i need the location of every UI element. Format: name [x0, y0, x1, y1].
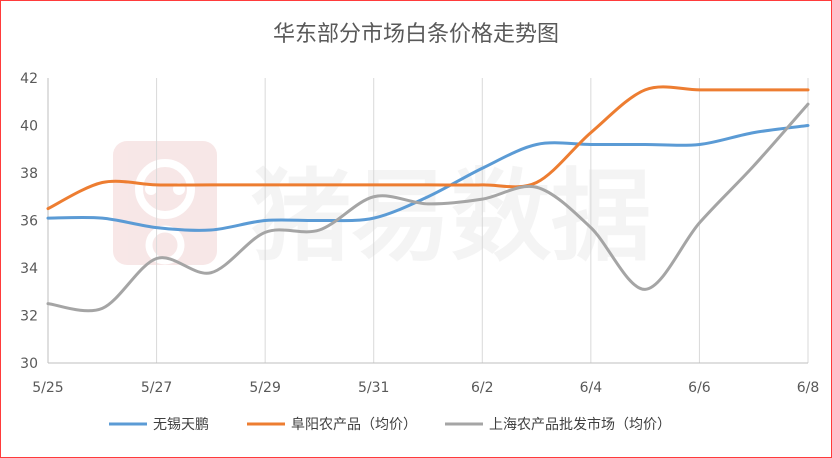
y-tick-label: 32 — [20, 309, 38, 325]
series-line-fuyang — [46, 85, 810, 211]
y-tick-label: 38 — [20, 166, 38, 182]
series-line-wuxi-tianpeng — [46, 124, 810, 232]
legend-label: 上海农产品批发市场（均价） — [489, 416, 671, 433]
y-tick-label: 30 — [20, 356, 38, 372]
y-tick-label: 40 — [20, 119, 38, 135]
x-tick-label: 6/8 — [797, 380, 820, 396]
x-tick-label: 5/31 — [358, 380, 389, 396]
series-line-shanghai — [46, 102, 810, 313]
series-lines — [46, 85, 810, 313]
legend-item: 阜阳农产品（均价） — [247, 416, 417, 433]
legend-label: 阜阳农产品（均价） — [291, 416, 417, 433]
x-tick-label: 5/27 — [141, 380, 172, 396]
y-tick-label: 36 — [20, 214, 38, 230]
legend: 无锡天鹏 阜阳农产品（均价） 上海农产品批发市场（均价） — [109, 416, 671, 433]
legend-label: 无锡天鹏 — [153, 417, 209, 433]
chart-title: 华东部分市场白条价格走势图 — [273, 22, 559, 47]
x-tick-label: 5/29 — [249, 380, 280, 396]
x-tick-label: 6/6 — [688, 380, 711, 396]
x-tick-label: 6/2 — [471, 380, 494, 396]
pig-logo-icon — [113, 141, 217, 265]
x-tick-label: 5/25 — [32, 380, 63, 396]
legend-item: 无锡天鹏 — [109, 417, 209, 433]
y-tick-label: 34 — [20, 261, 38, 277]
axes: 30 32 34 36 38 40 42 5/25 5/27 5/29 5/31 6/2 6/4 6/6 6… — [20, 71, 819, 396]
grid — [156, 78, 809, 363]
x-tick-label: 6/4 — [580, 380, 603, 396]
y-tick-label: 42 — [20, 71, 38, 87]
watermark: 猪易数据 — [113, 141, 651, 275]
watermark-text: 猪易数据 — [251, 158, 651, 275]
legend-item: 上海农产品批发市场（均价） — [445, 416, 671, 433]
